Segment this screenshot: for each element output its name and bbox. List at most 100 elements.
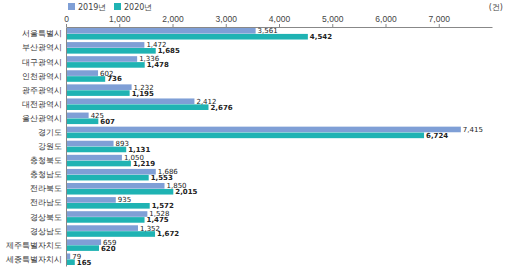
x-tick: 4,000 bbox=[269, 14, 291, 27]
bar bbox=[66, 104, 208, 110]
x-tick-mark bbox=[386, 24, 387, 27]
bar bbox=[66, 70, 98, 76]
bar bbox=[66, 225, 138, 231]
bar bbox=[66, 28, 256, 34]
x-axis-line bbox=[67, 27, 493, 28]
chart: 0 1,000 2,000 3,000 4,000 5,000 6,000 7,000 서울특별… bbox=[0, 0, 506, 269]
data-label: 1,131 bbox=[128, 146, 150, 154]
data-label: 935 bbox=[118, 196, 131, 204]
data-labels: 3,5611,4721,3366021,2322,4124257,4158931… bbox=[72, 27, 483, 266]
x-tick-label: 5,000 bbox=[322, 14, 344, 24]
y-tick-label: 제주특별자치도 bbox=[6, 241, 62, 250]
x-tick-label: 2,000 bbox=[162, 14, 184, 24]
y-tick: 경상북도 bbox=[30, 213, 66, 222]
bar bbox=[66, 90, 130, 96]
bar bbox=[66, 169, 156, 175]
axis-title: (건) bbox=[489, 3, 503, 12]
legend-swatch bbox=[68, 3, 75, 10]
y-tick-label: 경상북도 bbox=[30, 213, 62, 222]
x-tick-label: 3,000 bbox=[216, 14, 238, 24]
x-tick-mark bbox=[119, 24, 120, 27]
y-tick: 세종특별자치시 bbox=[6, 255, 66, 264]
y-tick: 인천광역시 bbox=[22, 72, 66, 81]
x-tick: 3,000 bbox=[216, 14, 238, 27]
data-label: 1,685 bbox=[158, 47, 180, 55]
bar bbox=[66, 189, 173, 195]
data-label: 1,475 bbox=[147, 216, 169, 224]
data-label: 736 bbox=[107, 75, 122, 83]
data-label: 1,219 bbox=[133, 160, 155, 168]
y-tick-label: 인천광역시 bbox=[22, 72, 62, 81]
data-label: 1,553 bbox=[151, 174, 173, 182]
data-label: 1,195 bbox=[132, 90, 154, 98]
y-tick-label: 대구광역시 bbox=[22, 58, 62, 67]
bar bbox=[66, 175, 149, 181]
data-label: 2,676 bbox=[210, 104, 232, 112]
x-tick-label: 1,000 bbox=[109, 14, 131, 24]
legend: 2019년 2020년 bbox=[68, 3, 152, 12]
y-tick: 전라북도 bbox=[30, 184, 66, 193]
data-label: 893 bbox=[116, 140, 129, 148]
bar bbox=[66, 203, 150, 209]
y-tick: 경상남도 bbox=[30, 227, 66, 236]
legend-label: 2020년 bbox=[124, 3, 152, 12]
bars bbox=[66, 28, 461, 265]
bar bbox=[66, 42, 144, 48]
x-tick-label: 4,000 bbox=[269, 14, 291, 24]
y-tick: 경기도 bbox=[38, 128, 66, 137]
bar bbox=[66, 197, 116, 203]
x-tick-mark bbox=[279, 24, 280, 27]
x-tick-label: 0 bbox=[64, 14, 69, 24]
y-axis-line bbox=[66, 28, 67, 267]
y-tick: 울산광역시 bbox=[22, 114, 66, 123]
y-tick-label: 충청남도 bbox=[30, 170, 62, 179]
y-tick: 강원도 bbox=[38, 142, 66, 151]
x-tick: 7,000 bbox=[429, 14, 451, 27]
bar bbox=[66, 98, 194, 104]
y-tick: 충청남도 bbox=[30, 170, 66, 179]
bar bbox=[66, 211, 147, 217]
y-tick-label: 광주광역시 bbox=[22, 86, 62, 95]
data-label: 607 bbox=[100, 118, 115, 126]
y-tick-label: 대전광역시 bbox=[22, 100, 62, 109]
x-tick: 1,000 bbox=[109, 14, 131, 27]
y-tick-label: 전라북도 bbox=[30, 184, 62, 193]
data-label: 620 bbox=[101, 245, 116, 253]
data-label: 1,572 bbox=[152, 202, 174, 210]
bar bbox=[66, 155, 122, 161]
y-tick-label: 충청북도 bbox=[30, 156, 62, 165]
y-tick: 제주특별자치도 bbox=[6, 241, 66, 250]
y-tick-label: 강원도 bbox=[38, 142, 62, 151]
bar bbox=[66, 239, 101, 245]
bar bbox=[66, 133, 424, 139]
bar bbox=[66, 62, 145, 68]
data-label: 165 bbox=[77, 259, 92, 267]
data-label: 1,672 bbox=[157, 230, 179, 238]
y-tick: 충청북도 bbox=[30, 156, 66, 165]
data-label: 7,415 bbox=[463, 126, 483, 134]
y-tick: 전라남도 bbox=[30, 198, 66, 207]
y-tick-label: 서울특별시 bbox=[22, 29, 62, 38]
y-tick: 서울특별시 bbox=[22, 29, 66, 38]
data-label: 3,561 bbox=[258, 27, 278, 35]
bar bbox=[66, 48, 156, 54]
x-tick: 5,000 bbox=[322, 14, 344, 27]
x-tick-label: 6,000 bbox=[375, 14, 397, 24]
legend-item: 2019년 bbox=[68, 3, 106, 12]
plot: 0 1,000 2,000 3,000 4,000 5,000 6,000 7,000 서울특별… bbox=[6, 14, 493, 267]
y-tick: 대전광역시 bbox=[22, 100, 66, 109]
x-axis: 0 1,000 2,000 3,000 4,000 5,000 6,000 7,000 bbox=[64, 14, 492, 28]
x-tick-label: 7,000 bbox=[429, 14, 451, 24]
legend-item: 2020년 bbox=[114, 3, 152, 12]
x-tick-mark bbox=[332, 24, 333, 27]
y-tick: 광주광역시 bbox=[22, 86, 66, 95]
y-tick-label: 부산광역시 bbox=[22, 43, 62, 52]
x-tick-mark bbox=[66, 24, 67, 27]
data-label: 6,724 bbox=[426, 132, 448, 140]
x-tick: 0 bbox=[64, 14, 69, 27]
y-tick-label: 경상남도 bbox=[30, 227, 62, 236]
y-tick-label: 세종특별자치시 bbox=[6, 255, 62, 264]
data-label: 2,015 bbox=[175, 188, 197, 196]
y-tick: 부산광역시 bbox=[22, 43, 66, 52]
bar bbox=[66, 183, 165, 189]
